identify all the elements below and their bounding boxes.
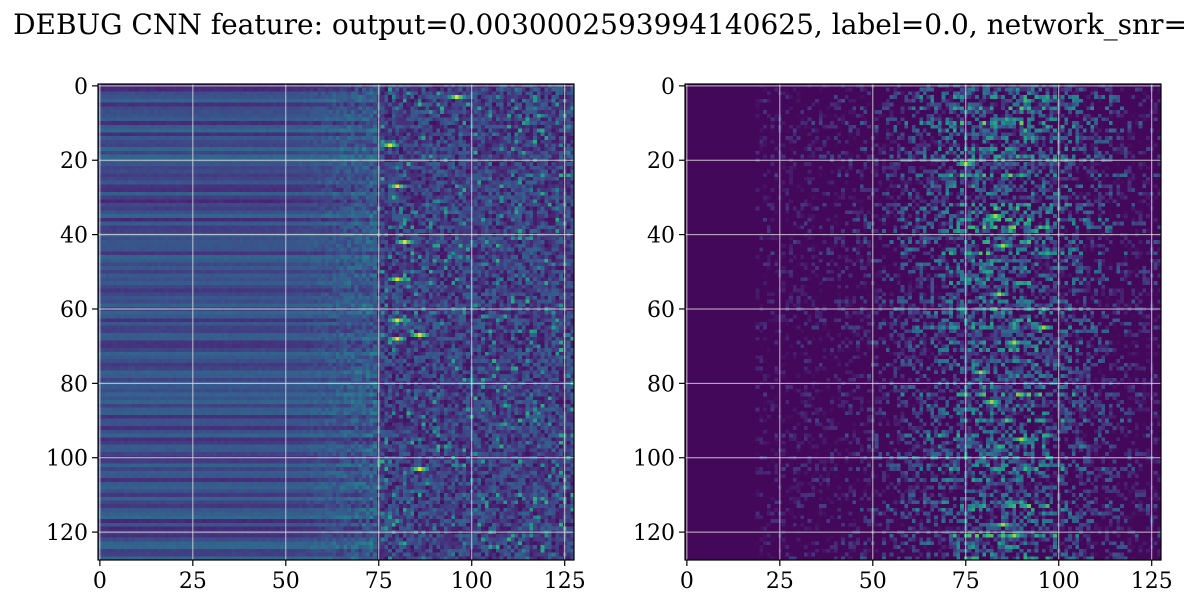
grid-left [98, 84, 574, 560]
x-tick-label: 75 [952, 569, 980, 594]
x-tick-label: 50 [272, 569, 300, 594]
grid-right [685, 84, 1161, 560]
x-tick-label: 0 [680, 569, 694, 594]
axes-frame-left [97, 83, 575, 561]
figure-title: DEBUG CNN feature: output=0.003000259399… [13, 8, 1187, 41]
y-tick-label: 20 [60, 149, 88, 174]
heatmap-image-right [685, 84, 1161, 560]
y-tick-label: 120 [633, 521, 675, 546]
heatmap-image-left [98, 84, 574, 560]
axes-frame-right [684, 83, 1162, 561]
y-tick-label: 40 [647, 224, 675, 249]
x-tick-label: 25 [179, 569, 207, 594]
y-tick-label: 60 [647, 298, 675, 323]
y-tick-label: 120 [46, 521, 88, 546]
ticks-right: 0 25 50 75 100 125 0 20 40 60 80 100 120 [633, 75, 1173, 594]
heatmap-panel-left: 0 25 50 75 100 125 0 20 40 60 80 100 120 [46, 75, 586, 594]
ticks-left: 0 25 50 75 100 125 0 20 40 60 80 100 120 [46, 75, 586, 594]
y-tick-label: 100 [633, 447, 675, 472]
y-tick-label: 20 [647, 149, 675, 174]
x-tick-label: 125 [544, 569, 586, 594]
x-tick-label: 100 [1038, 569, 1080, 594]
y-tick-label: 80 [647, 372, 675, 397]
x-tick-label: 50 [859, 569, 887, 594]
y-tick-label: 40 [60, 224, 88, 249]
y-tick-label: 60 [60, 298, 88, 323]
y-tick-label: 80 [60, 372, 88, 397]
y-tick-label: 0 [661, 75, 675, 100]
x-tick-label: 125 [1131, 569, 1173, 594]
y-tick-label: 100 [46, 447, 88, 472]
x-tick-label: 75 [365, 569, 393, 594]
y-tick-label: 0 [74, 75, 88, 100]
x-tick-label: 25 [766, 569, 794, 594]
x-tick-label: 0 [93, 569, 107, 594]
heatmap-panel-right: 0 25 50 75 100 125 0 20 40 60 80 100 120 [633, 75, 1173, 594]
x-tick-label: 100 [451, 569, 493, 594]
